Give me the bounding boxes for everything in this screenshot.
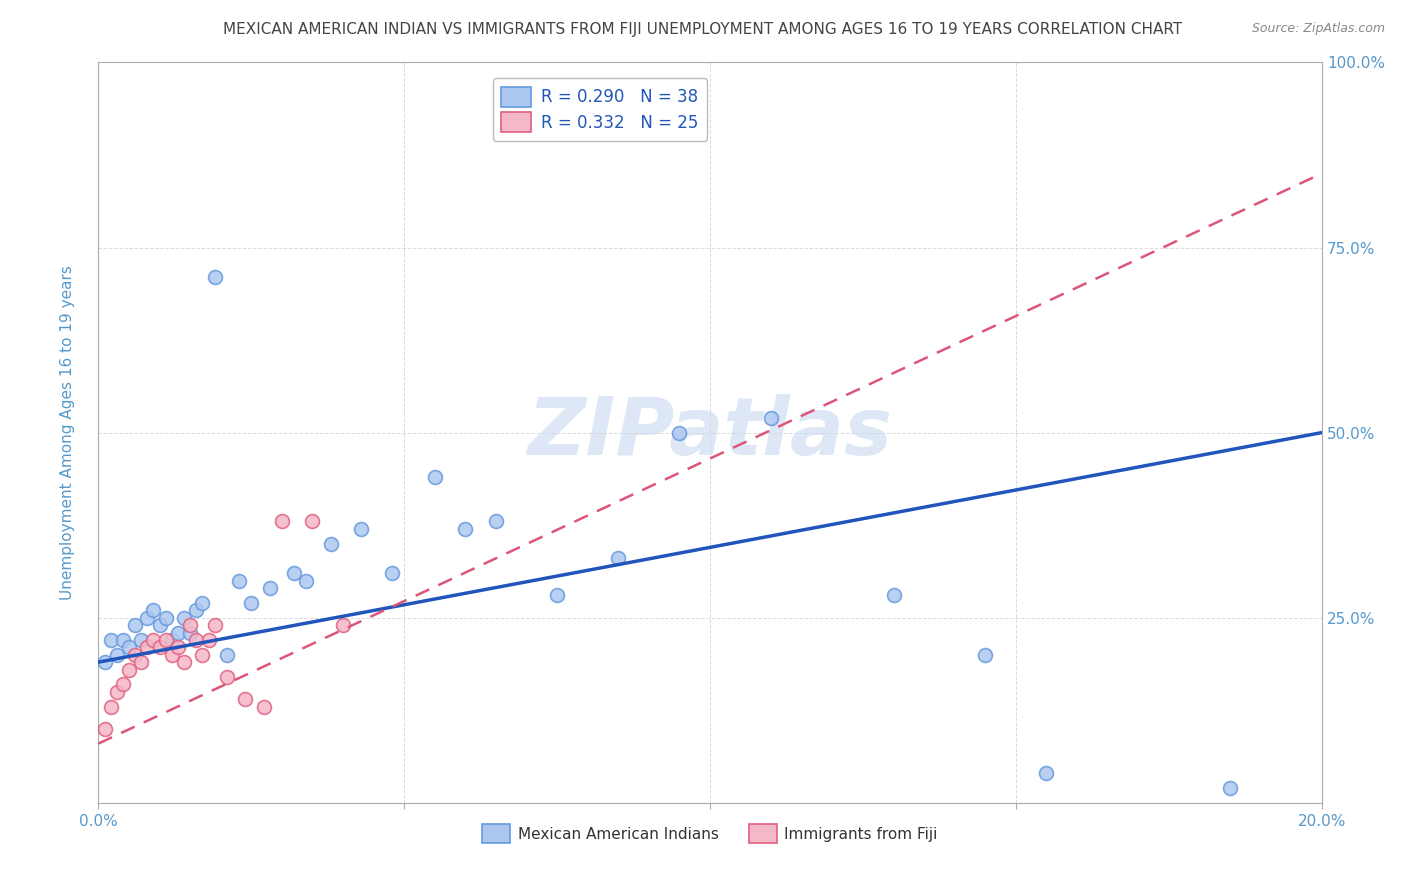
Point (759, 410, 782, 425)
Point (191, 596, 214, 610)
Point (546, 589, 568, 603)
Point (191, 648, 214, 662)
Point (204, 618, 226, 632)
Point (142, 632, 165, 647)
Point (295, 574, 318, 588)
Point (301, 515, 323, 529)
Point (332, 618, 354, 632)
Text: Source: ZipAtlas.com: Source: ZipAtlas.com (1251, 22, 1385, 36)
Point (204, 270, 226, 285)
Point (350, 522, 373, 536)
Point (607, 551, 630, 566)
Point (668, 425, 690, 440)
Point (100, 699, 122, 714)
Y-axis label: Unemployment Among Ages 16 to 19 years: Unemployment Among Ages 16 to 19 years (60, 265, 75, 600)
Point (160, 632, 183, 647)
Point (93, 655, 115, 669)
Point (173, 655, 195, 669)
Point (883, 589, 905, 603)
Point (179, 625, 201, 640)
Point (974, 648, 997, 662)
Point (228, 574, 250, 588)
Point (129, 632, 152, 647)
Point (111, 632, 134, 647)
Point (124, 618, 146, 632)
Point (197, 632, 219, 647)
Point (118, 663, 141, 677)
Point (105, 648, 128, 662)
Point (259, 581, 281, 595)
Legend: Mexican American Indians, Immigrants from Fiji: Mexican American Indians, Immigrants fro… (475, 817, 945, 851)
Point (155, 632, 177, 647)
Point (319, 536, 342, 550)
Point (215, 670, 238, 684)
Point (215, 648, 238, 662)
Point (252, 699, 274, 714)
Point (173, 610, 195, 624)
Point (1219, 780, 1241, 795)
Point (381, 566, 404, 581)
Text: MEXICAN AMERICAN INDIAN VS IMMIGRANTS FROM FIJI UNEMPLOYMENT AMONG AGES 16 TO 19: MEXICAN AMERICAN INDIAN VS IMMIGRANTS FR… (224, 22, 1182, 37)
Point (454, 522, 477, 536)
Point (179, 618, 201, 632)
Point (167, 625, 190, 640)
Point (93, 722, 115, 736)
Point (155, 610, 177, 624)
Point (167, 640, 190, 655)
Point (136, 640, 159, 655)
Point (129, 655, 152, 669)
Point (105, 685, 128, 699)
Point (240, 596, 263, 610)
Point (111, 677, 134, 691)
Point (283, 566, 305, 581)
Point (1035, 766, 1057, 780)
Point (186, 603, 208, 617)
Point (160, 648, 183, 662)
Point (186, 632, 208, 647)
Point (270, 515, 292, 529)
Point (124, 648, 146, 662)
Point (142, 603, 165, 617)
Point (423, 470, 446, 484)
Point (233, 692, 256, 706)
Text: ZIPatlas: ZIPatlas (527, 393, 893, 472)
Point (149, 640, 172, 655)
Point (118, 640, 141, 655)
Point (485, 515, 508, 529)
Point (136, 610, 159, 624)
Point (149, 618, 172, 632)
Point (100, 632, 122, 647)
